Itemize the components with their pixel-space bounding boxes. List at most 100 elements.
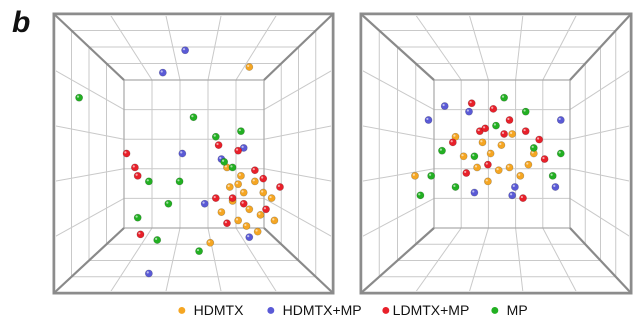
point-hdmtx — [250, 177, 259, 186]
point-ldmtx-mp — [540, 155, 549, 163]
legend-item-hdmtx-mp: ● HDMTX+MP — [266, 302, 362, 320]
point-highlight — [466, 109, 469, 112]
point-highlight — [272, 218, 275, 221]
point-highlight — [263, 207, 267, 210]
point-highlight — [477, 128, 480, 132]
point-highlight — [238, 173, 241, 176]
point-ldmtx-mp — [462, 169, 471, 177]
point-hdmtx — [259, 188, 268, 197]
outer-frame — [359, 12, 633, 295]
corner-edge — [53, 227, 125, 294]
point-mp — [228, 163, 237, 172]
point-hdmtx — [473, 163, 481, 172]
point-ldmtx-mp — [223, 219, 231, 228]
outer-frame-highlight — [55, 15, 332, 292]
point-mp — [133, 213, 142, 222]
point-hdmtx — [242, 222, 251, 230]
point-highlight — [213, 195, 216, 199]
point-hdmtx-mp — [181, 46, 190, 55]
point-mp — [548, 171, 557, 180]
point-hdmtx-mp — [440, 102, 449, 110]
point-hdmtx-mp — [144, 269, 153, 278]
point-highlight — [491, 106, 494, 109]
point-hdmtx-mp — [510, 183, 519, 191]
legend-dot-mp: ● — [490, 302, 500, 319]
point-highlight — [485, 162, 488, 165]
scatter-plot-right — [359, 12, 633, 295]
point-highlight — [493, 123, 496, 126]
point-ldmtx-mp — [483, 160, 492, 169]
legend: ● HDMTX ● HDMTX+MP ● LDMTX+MP ● MP — [0, 300, 635, 320]
point-highlight — [499, 142, 502, 146]
legend-dot-hdmtx-mp: ● — [266, 302, 276, 319]
point-ldmtx-mp — [448, 138, 457, 147]
legend-item-mp: ● MP — [490, 302, 528, 320]
point-mp — [220, 157, 229, 166]
point-ldmtx-mp — [250, 166, 259, 175]
point-mp — [470, 152, 479, 161]
point-highlight — [531, 151, 534, 154]
point-highlight — [227, 184, 230, 187]
point-highlight — [191, 115, 194, 118]
point-mp — [153, 236, 162, 244]
point-highlight — [241, 190, 244, 193]
point-highlight — [224, 165, 227, 168]
point-hdmtx — [505, 163, 514, 172]
point-mp — [189, 113, 198, 122]
point-hdmtx — [494, 166, 503, 175]
point-highlight — [507, 117, 510, 121]
point-highlight — [252, 179, 255, 182]
outer-frame — [52, 12, 335, 295]
point-hdmtx — [245, 205, 254, 214]
point-mp — [211, 132, 220, 141]
point-hdmtx — [459, 152, 468, 161]
legend-item-hdmtx: ● HDMTX — [177, 302, 243, 320]
point-highlight — [553, 184, 556, 187]
point-highlight — [558, 117, 561, 121]
point-hdmtx — [234, 180, 243, 189]
point-mp — [492, 121, 500, 130]
point-highlight — [241, 145, 244, 148]
point-highlight — [472, 190, 475, 193]
point-ldmtx-mp — [259, 174, 268, 183]
point-ldmtx-mp — [234, 146, 243, 155]
point-highlight — [507, 165, 510, 168]
point-hdmtx — [483, 177, 492, 186]
point-mp — [500, 93, 508, 102]
point-hdmtx-mp — [158, 68, 167, 77]
point-hdmtx — [516, 171, 525, 180]
point-mp — [416, 191, 425, 200]
point-highlight — [277, 184, 280, 187]
point-highlight — [221, 159, 225, 162]
point-hdmtx — [524, 160, 533, 169]
point-highlight — [124, 151, 127, 154]
point-highlight — [531, 145, 534, 148]
point-highlight — [177, 179, 180, 182]
point-mp — [195, 247, 203, 256]
point-hdmtx — [234, 216, 243, 225]
legend-label-mp: MP — [506, 302, 528, 318]
point-highlight — [261, 190, 264, 193]
point-highlight — [501, 95, 505, 98]
point-highlight — [258, 212, 261, 215]
point-highlight — [135, 215, 138, 218]
point-ldmtx-mp — [211, 194, 220, 203]
point-highlight — [501, 131, 505, 134]
legend-label-hdmtx: HDMTX — [193, 302, 244, 318]
point-hdmtx-mp — [551, 183, 560, 191]
point-highlight — [247, 207, 250, 210]
point-highlight — [180, 151, 183, 154]
point-highlight — [155, 237, 158, 240]
point-highlight — [442, 103, 445, 107]
point-highlight — [241, 201, 244, 204]
point-highlight — [450, 140, 453, 143]
point-highlight — [480, 140, 483, 143]
point-ldmtx-mp — [519, 194, 527, 203]
point-hdmtx — [478, 138, 487, 147]
point-hdmtx-mp — [465, 107, 473, 116]
point-hdmtx-mp — [178, 149, 187, 158]
point-highlight — [230, 165, 233, 168]
point-mp — [451, 183, 460, 191]
point-highlight — [235, 148, 239, 151]
point-highlight — [224, 221, 227, 224]
